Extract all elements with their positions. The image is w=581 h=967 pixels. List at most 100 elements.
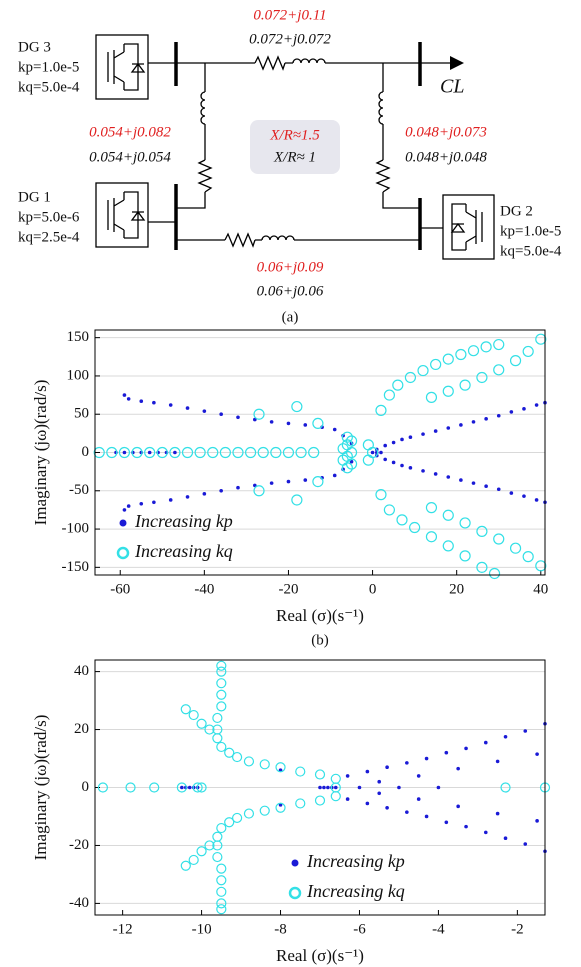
data-dot <box>495 759 500 764</box>
data-dot <box>397 785 401 790</box>
data-circle <box>245 446 257 459</box>
data-dot <box>522 494 526 498</box>
data-circle <box>97 782 108 793</box>
data-dot <box>173 450 177 455</box>
data-dot <box>236 485 240 490</box>
y-tick-label: -150 <box>62 559 90 575</box>
data-dot <box>483 830 488 835</box>
data-circle <box>219 446 231 459</box>
data-dot <box>152 500 156 505</box>
data-dot <box>471 481 476 485</box>
data-dot <box>377 791 382 796</box>
legend-label: Increasing kq <box>134 541 233 561</box>
data-circle <box>125 782 136 793</box>
data-dot <box>379 450 383 455</box>
data-circle <box>207 446 219 459</box>
data-circle <box>216 822 227 834</box>
data-circle <box>131 446 143 459</box>
data-dot <box>332 473 337 478</box>
data-circle <box>232 812 243 824</box>
data-circle <box>291 400 303 413</box>
ratio-old: X/R≈ 1 <box>273 149 316 165</box>
data-dot <box>122 393 127 397</box>
source-kp: kp=5.0e-6 <box>18 209 80 225</box>
data-dot <box>383 443 387 448</box>
data-circle <box>396 514 408 526</box>
data-circle <box>425 391 438 403</box>
data-dot <box>168 403 173 407</box>
data-dot <box>187 785 192 790</box>
data-circle <box>295 766 306 777</box>
data-circle <box>243 756 255 767</box>
data-dot <box>456 766 460 771</box>
data-circle <box>535 333 547 345</box>
data-dot <box>269 481 274 485</box>
data-circle <box>224 817 235 828</box>
data-circle <box>375 489 387 501</box>
legend-marker <box>288 886 302 900</box>
source-kp: kp=1.0e-5 <box>500 223 561 239</box>
data-dot <box>471 420 476 424</box>
data-circle <box>291 494 303 506</box>
data-dot <box>483 740 488 745</box>
data-circle <box>181 446 194 459</box>
data-circle <box>375 404 387 416</box>
data-circle <box>180 860 191 871</box>
data-dot <box>459 478 463 482</box>
x-tick-label: -60 <box>110 581 130 597</box>
data-circle <box>212 724 223 735</box>
plot-frame <box>94 659 546 916</box>
line-impedance-new: 0.048+j0.073 <box>405 124 487 140</box>
data-circle <box>345 446 358 459</box>
data-dot <box>326 785 330 790</box>
data-circle <box>341 462 353 474</box>
source-kq: kq=5.0e-4 <box>500 243 562 259</box>
data-circle <box>144 446 156 459</box>
data-dot <box>421 469 425 473</box>
legend-label: Increasing kp <box>134 511 233 531</box>
data-dot <box>303 423 308 427</box>
data-circle <box>341 431 353 443</box>
data-circle <box>196 846 207 857</box>
data-circle <box>216 898 227 909</box>
data-circle <box>459 550 471 562</box>
data-dot <box>433 472 438 476</box>
data-dot <box>168 498 173 502</box>
legend-label: Increasing kp <box>306 851 405 871</box>
data-circle <box>476 561 488 573</box>
data-dot <box>522 407 526 411</box>
data-dot <box>523 729 528 733</box>
data-circle <box>282 446 295 459</box>
data-circle <box>383 504 395 516</box>
data-dot <box>180 785 184 790</box>
data-dot <box>278 803 283 807</box>
line-impedance-new: 0.054+j0.082 <box>89 124 171 140</box>
data-dot <box>400 463 404 468</box>
y-tick-label: 0 <box>82 444 90 460</box>
data-circle <box>442 385 454 397</box>
inverter-box <box>95 182 149 248</box>
data-circle <box>430 358 442 371</box>
legend-marker <box>116 546 130 560</box>
legend-label: Increasing kq <box>306 881 405 901</box>
data-circle <box>476 371 488 384</box>
line-impedance-new: 0.06+j0.09 <box>257 259 324 275</box>
data-circle <box>216 689 227 700</box>
wiring <box>148 55 450 248</box>
y-tick-label: -20 <box>69 837 89 853</box>
data-dot <box>345 797 350 801</box>
data-dot <box>383 457 387 462</box>
data-circle <box>535 560 547 572</box>
data-circle <box>455 348 467 361</box>
load-label: CL <box>440 76 464 98</box>
data-circle <box>270 446 282 459</box>
data-circle <box>509 542 522 554</box>
data-dot <box>385 765 389 770</box>
line-impedance-old: 0.048+j0.048 <box>405 149 487 165</box>
data-dot <box>464 746 468 751</box>
data-dot <box>503 836 508 841</box>
data-dot <box>534 403 539 407</box>
data-dot <box>185 495 190 499</box>
data-dot <box>286 479 291 484</box>
